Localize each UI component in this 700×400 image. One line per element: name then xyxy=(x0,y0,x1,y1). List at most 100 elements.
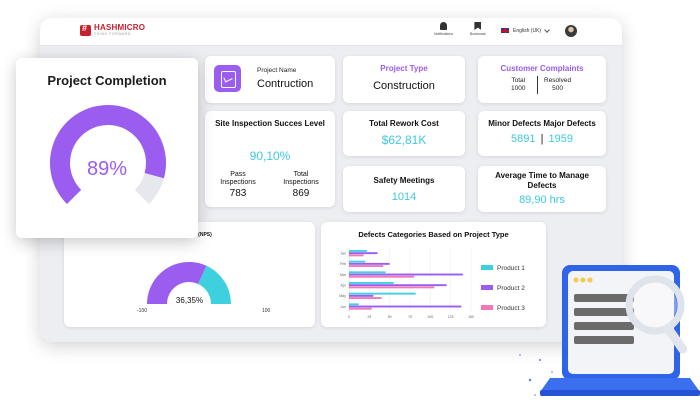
y-tick-label: Jun xyxy=(340,305,346,309)
avg-time-label: Average Time to Manage Defects xyxy=(495,171,589,190)
minor-defects-value: 5891 xyxy=(511,133,536,145)
bookmark-icon xyxy=(474,22,482,30)
completion-fill-arc xyxy=(50,104,167,205)
logo-mark-icon xyxy=(80,23,91,36)
nps-cyan-arc xyxy=(198,265,231,304)
bar-product-3 xyxy=(349,307,372,310)
site-inspection-title: Site Inspection Succes Level xyxy=(215,119,325,128)
defects-bar-chart: 0 25 50 75 100 125 150 Jan Feb Mar Apr May Jun Produc… xyxy=(339,248,525,319)
x-tick-label: 150 xyxy=(468,315,474,319)
legend-label: Product 3 xyxy=(497,305,525,312)
language-label: English (UK) xyxy=(513,27,542,34)
project-completion-title: Project Completion xyxy=(47,73,167,88)
logo-name: HASHMICRO xyxy=(94,23,146,32)
bar-product-1 xyxy=(349,282,394,284)
legend-label: Product 1 xyxy=(497,265,525,272)
project-name-card: Project Name Contruction xyxy=(205,56,335,103)
y-tick-label: May xyxy=(339,294,346,298)
safety-meetings-card: Safety Meetings 1014 xyxy=(343,166,465,212)
bar-product-2 xyxy=(349,252,378,255)
bar-product-3 xyxy=(349,275,415,278)
bell-icon xyxy=(440,22,448,30)
defects-label: Minor Defects Major Defects xyxy=(488,119,596,128)
nps-min-label: -100 xyxy=(137,308,148,314)
bar-product-3 xyxy=(349,286,435,289)
defects-values: 5891 | 1959 xyxy=(511,133,573,145)
top-bar: HASHMICRO THINK FORWARD Notifications Bo… xyxy=(40,18,622,46)
x-tick-label: 75 xyxy=(408,315,412,319)
legend-swatch xyxy=(481,265,493,270)
complaints-total: Total 1000 xyxy=(511,77,526,93)
customer-complaints-card: Customer Complaints Total 1000 Resolved … xyxy=(478,56,606,103)
project-type-card: Project Type Construction xyxy=(343,56,465,103)
bar-product-1 xyxy=(349,303,359,306)
project-type-label: Project Type xyxy=(380,64,428,73)
chevron-down-icon xyxy=(544,26,550,33)
nps-max-label: 100 xyxy=(262,308,271,314)
avg-time-card: Average Time to Manage Defects 89,90 hrs xyxy=(478,166,606,212)
bar-product-1 xyxy=(349,260,366,263)
legend-swatch xyxy=(481,285,493,290)
dashboard-window: HASHMICRO THINK FORWARD Notifications Bo… xyxy=(40,18,622,342)
y-tick-label: Jan xyxy=(340,252,346,256)
logo-tagline: THINK FORWARD xyxy=(94,32,132,36)
major-defects-value: 1959 xyxy=(548,133,573,145)
notifications-button[interactable]: Notifications xyxy=(434,22,453,36)
rework-cost-card: Total Rework Cost $62,81K xyxy=(343,111,465,156)
nps-title: ore (NPS) xyxy=(189,232,212,238)
project-type-value: Construction xyxy=(373,80,435,92)
site-inspection-value: 90,10% xyxy=(249,149,291,163)
y-tick-label: Apr xyxy=(341,284,347,288)
defects-card: Minor Defects Major Defects 5891 | 1959 xyxy=(478,111,606,156)
bar-product-1 xyxy=(349,292,416,295)
customer-complaints-label: Customer Complaints xyxy=(500,64,584,73)
bar-product-3 xyxy=(349,297,382,299)
completion-gauge xyxy=(50,104,167,205)
complaints-resolved: Resolved 500 xyxy=(544,77,572,93)
project-name-label: Project Name xyxy=(257,67,297,74)
x-tick-label: 50 xyxy=(388,315,392,319)
x-tick-label: 0 xyxy=(348,315,350,319)
bar-product-2 xyxy=(349,305,462,308)
complaints-divider xyxy=(537,76,538,94)
nps-card: ore (NPS) 36,35% -100 100 xyxy=(64,222,315,327)
legend-swatch xyxy=(481,305,493,310)
x-tick-label: 25 xyxy=(367,315,371,319)
bar-product-2 xyxy=(349,284,447,287)
defects-chart-card: Defects Categories Based on Project Type… xyxy=(321,222,546,327)
legend-label: Product 2 xyxy=(497,285,525,292)
bar-product-2 xyxy=(349,294,374,297)
rework-cost-value: $62,81K xyxy=(381,133,427,147)
chart-title: Defects Categories Based on Project Type xyxy=(358,230,509,239)
bookmark-button[interactable]: Bookmark xyxy=(470,22,486,36)
magnifier-icon xyxy=(625,275,688,354)
safety-meetings-label: Safety Meetings xyxy=(373,176,435,185)
x-tick-label: 125 xyxy=(448,315,454,319)
nps-purple-arc xyxy=(147,262,207,304)
nps-value: 36,35% xyxy=(175,296,204,305)
hashmicro-logo[interactable]: HASHMICRO THINK FORWARD xyxy=(80,23,146,37)
site-inspection-card: Site Inspection Succes Level 90,10% Pass… xyxy=(205,111,335,207)
safety-meetings-value: 1014 xyxy=(391,191,417,203)
completion-percent: 89% xyxy=(86,158,128,180)
chart-report-icon xyxy=(214,65,241,92)
total-inspections: Total Inspections 869 xyxy=(283,171,319,200)
pass-inspections: Pass Inspections 783 xyxy=(220,171,256,200)
user-avatar[interactable] xyxy=(565,25,577,37)
uk-flag-icon xyxy=(500,27,510,34)
bar-product-2 xyxy=(349,262,390,265)
bar-product-1 xyxy=(349,250,367,252)
language-selector[interactable]: English (UK) xyxy=(500,26,550,34)
laptop-illustration xyxy=(519,265,700,396)
notifications-label: Notifications xyxy=(434,32,454,36)
bookmark-label: Bookmark xyxy=(470,32,486,36)
x-tick-label: 100 xyxy=(427,315,433,319)
bar-product-2 xyxy=(349,273,463,276)
y-tick-label: Feb xyxy=(340,262,346,266)
project-name-value: Contruction xyxy=(257,78,314,90)
bar-product-3 xyxy=(349,254,364,257)
nps-gauge xyxy=(147,262,231,304)
bar-product-3 xyxy=(349,265,384,267)
project-completion-card: Project Completion 89% xyxy=(16,58,198,238)
